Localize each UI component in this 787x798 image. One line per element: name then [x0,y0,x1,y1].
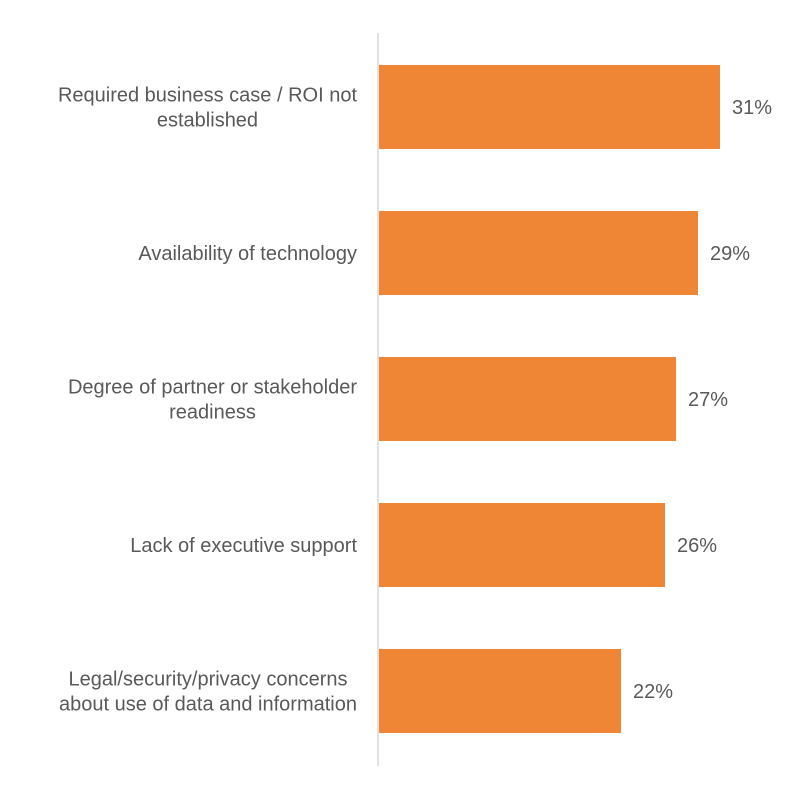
category-label-2: Availability of technology [138,243,357,265]
value-label-1: 31% [732,97,772,119]
category-label-1: Required business case / ROI not establis… [58,85,357,132]
category-label-line: readiness [169,402,256,424]
category-label-5: Legal/security/privacy concerns about use… [59,669,357,716]
value-label-4: 26% [677,535,717,557]
bar-3 [379,357,676,441]
bars-group [379,65,720,733]
category-label-line: Required business case / ROI not [58,85,357,107]
value-label-5: 22% [633,681,673,703]
category-label-line: Availability of technology [138,243,357,265]
value-labels-group: 31% 29% 27% 26% 22% [633,97,772,703]
bar-1 [379,65,720,149]
category-label-3: Degree of partner or stakeholder readines… [68,377,357,424]
value-label-2: 29% [710,243,750,265]
bar-2 [379,211,698,295]
bar-4 [379,503,665,587]
category-label-line: Legal/security/privacy concerns [68,669,347,691]
category-label-line: established [157,110,258,132]
value-label-3: 27% [688,389,728,411]
category-label-4: Lack of executive support [130,535,357,557]
category-labels-group: Required business case / ROI not establis… [58,85,357,716]
category-label-line: Lack of executive support [130,535,357,557]
category-label-line: Degree of partner or stakeholder [68,377,357,399]
bar-5 [379,649,621,733]
category-label-line: about use of data and information [59,694,357,716]
